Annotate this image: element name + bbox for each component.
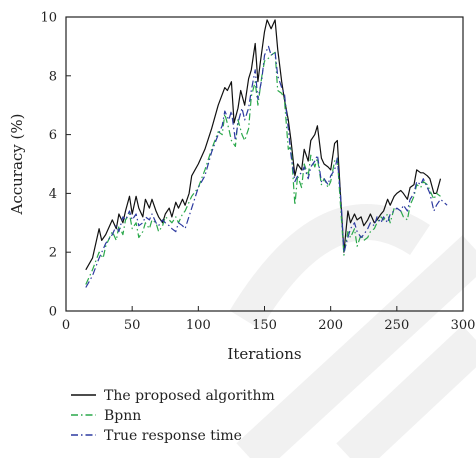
series-line-1 [85,19,442,271]
legend-label-3: True response time [104,428,242,444]
y-tick-label: 10 [40,11,57,26]
series-line-2 [85,51,441,285]
legend-label-1: The proposed algorithm [104,388,275,404]
x-tick-label: 300 [451,318,476,333]
chart-legend: The proposed algorithm Bpnn True response … [71,388,275,444]
x-tick-label: 200 [318,318,343,333]
x-tick-label: 50 [124,318,141,333]
plot-series-group [85,19,448,288]
x-tick-label: 100 [186,318,211,333]
watermark-decoration [229,204,476,458]
y-tick-label: 4 [49,187,57,202]
y-tick-label: 0 [49,305,57,320]
legend-label-2: Bpnn [104,408,141,424]
x-tick-label: 250 [384,318,409,333]
y-tick-label: 2 [49,246,57,261]
series-line-3 [85,45,448,288]
y-tick-label: 8 [49,69,57,84]
x-tick-label: 0 [62,318,70,333]
x-tick-label: 150 [252,318,277,333]
y-axis-label: Accuracy (%) [8,113,26,215]
x-axis-label: Iterations [227,345,301,363]
y-axis: 0 2 4 6 8 10 [40,11,71,320]
y-tick-label: 6 [49,128,57,143]
x-axis: 0 50 100 150 200 250 300 [62,306,476,333]
